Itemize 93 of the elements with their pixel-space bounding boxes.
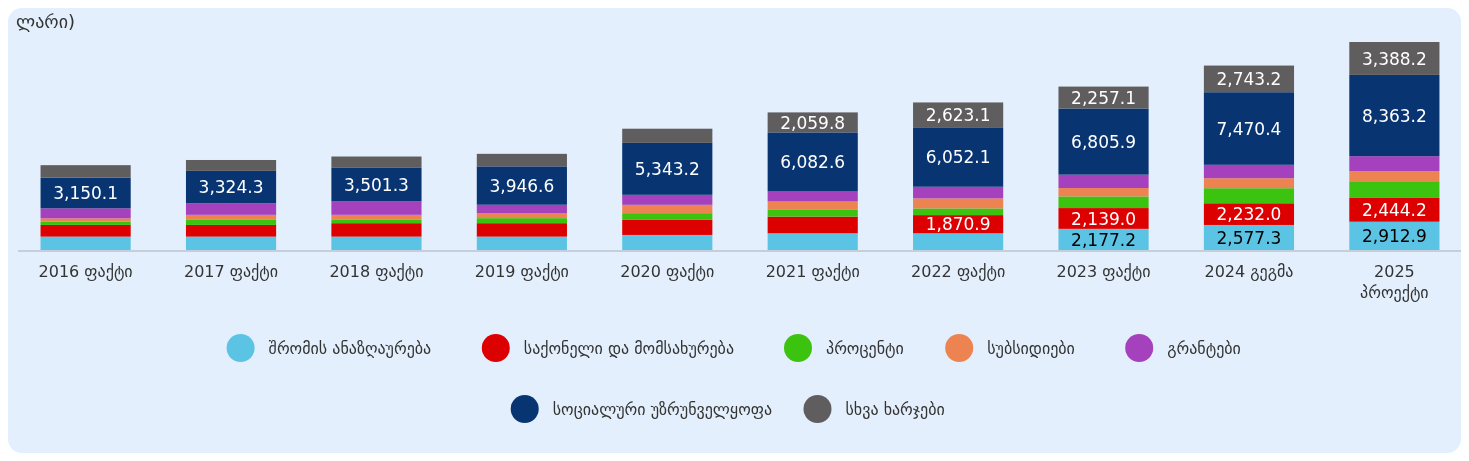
bar <box>476 213 567 219</box>
bar <box>40 208 131 219</box>
bar <box>767 201 858 210</box>
bar <box>767 132 858 192</box>
bar <box>40 236 131 250</box>
bar <box>622 234 713 250</box>
bar <box>767 191 858 202</box>
data-label: 8,363.2 <box>1361 105 1427 126</box>
data-label: 2,577.3 <box>1216 227 1282 248</box>
bar <box>476 166 567 205</box>
bar <box>185 236 277 250</box>
bar <box>476 223 567 237</box>
data-label: 3,946.6 <box>489 175 555 196</box>
bar <box>185 214 277 220</box>
x-tick-label: 2025 პროექტი <box>1360 262 1429 302</box>
bar <box>476 153 567 167</box>
legend-label: პროცენტი <box>826 338 904 358</box>
bar <box>622 204 713 214</box>
data-label: 3,324.3 <box>198 177 264 198</box>
bar <box>622 194 713 205</box>
bar <box>331 223 422 237</box>
data-label: 2,444.2 <box>1361 199 1427 220</box>
bar <box>1203 164 1295 179</box>
x-tick-label: 2017 ფაქტი <box>183 262 279 281</box>
data-label: 3,150.1 <box>53 183 119 204</box>
bar <box>185 219 277 225</box>
bar <box>185 159 277 171</box>
bar <box>40 224 131 237</box>
x-tick-label: 2023 ფაქტი <box>1056 262 1151 281</box>
data-label: 2,177.2 <box>1071 229 1136 250</box>
data-label: 7,470.4 <box>1216 118 1282 139</box>
bar <box>185 203 277 215</box>
data-label: 5,343.2 <box>634 158 700 179</box>
bar <box>331 201 422 215</box>
x-tick-label: 2018 ფაქტი <box>329 262 424 281</box>
legend-label: სხვა ხარჯები <box>845 399 945 419</box>
bar <box>767 209 858 217</box>
x-tick-label: 2016 ფაქტი <box>38 262 133 281</box>
data-label: 2,623.1 <box>925 105 991 126</box>
bar <box>1058 188 1149 197</box>
data-label: 2,912.9 <box>1361 225 1427 246</box>
data-label: 3,501.3 <box>344 174 409 195</box>
legend-label: საქონელი და მომსახურება <box>523 338 735 358</box>
bar <box>913 233 1004 250</box>
bar <box>913 127 1004 187</box>
bar <box>622 219 713 235</box>
bar <box>622 213 713 220</box>
bar <box>913 198 1004 209</box>
data-label: 2,139.0 <box>1071 208 1136 229</box>
data-label: 6,052.1 <box>925 147 991 168</box>
bar <box>1203 92 1295 165</box>
bar <box>1349 156 1440 172</box>
bar <box>476 218 567 224</box>
data-label: 2,257.1 <box>1071 87 1136 108</box>
legend-label: სოციალური უზრუნველყოფა <box>552 399 773 419</box>
bar <box>331 214 422 220</box>
bar <box>913 186 1004 199</box>
chart-title: ლარი) <box>16 11 75 32</box>
data-label: 1,870.9 <box>925 214 991 235</box>
bar <box>1203 178 1295 189</box>
bar <box>1058 196 1149 209</box>
bar <box>40 165 131 178</box>
data-label: 2,232.0 <box>1216 204 1282 225</box>
bar <box>1058 108 1149 175</box>
x-tick-label: 2024 გეგმა <box>1204 262 1294 281</box>
legend-label: სუბსიდიები <box>987 338 1075 358</box>
bar <box>331 156 422 168</box>
x-tick-label: 2022 ფაქტი <box>911 262 1006 281</box>
bar <box>913 208 1004 216</box>
data-label: 3,388.2 <box>1361 48 1427 69</box>
data-label: 6,082.6 <box>780 152 846 173</box>
data-label: 6,805.9 <box>1071 131 1136 152</box>
x-tick-label: 2020 ფაქტი <box>620 262 715 281</box>
bar <box>767 216 858 234</box>
bar <box>476 236 567 250</box>
x-tick-label: 2021 ფაქტი <box>765 262 860 281</box>
bar <box>622 142 713 195</box>
bar <box>767 233 858 250</box>
legend-label: შრომის ანაზღაურება <box>268 338 432 358</box>
bar <box>331 219 422 224</box>
x-tick-label: 2019 ფაქტი <box>474 262 569 281</box>
bar <box>185 224 277 237</box>
bar <box>1349 181 1440 198</box>
bar <box>476 204 567 214</box>
bar <box>1349 171 1440 182</box>
legend-label: გრანტები <box>1167 338 1241 358</box>
bar <box>331 236 422 250</box>
bar <box>1349 74 1440 157</box>
data-label: 2,743.2 <box>1216 69 1282 90</box>
bar <box>1058 174 1149 189</box>
bar <box>622 128 713 143</box>
data-label: 2,059.8 <box>780 112 846 133</box>
bar <box>1203 188 1295 204</box>
